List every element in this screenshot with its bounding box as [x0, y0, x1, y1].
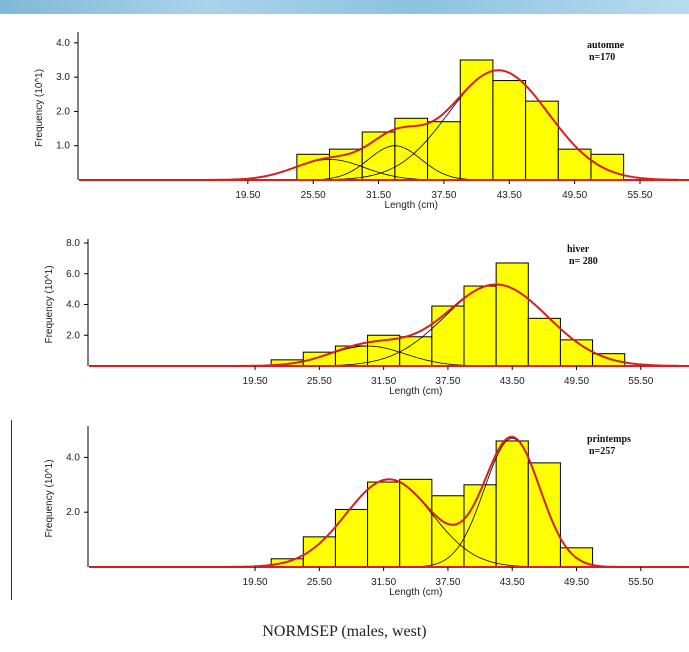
- histogram-bar: [527, 462, 561, 568]
- y-tick-label: 2.0: [66, 330, 80, 341]
- sample-size-label: n=170: [589, 52, 615, 63]
- histogram-bar: [270, 558, 304, 568]
- histogram-bar: [399, 336, 433, 367]
- x-tick-label: 37.50: [431, 190, 456, 201]
- x-tick-label: 49.50: [564, 376, 589, 387]
- x-tick-label: 19.50: [243, 577, 268, 588]
- x-tick-label: 49.50: [564, 577, 589, 588]
- y-tick-label: 8.0: [66, 238, 80, 249]
- x-tick-label: 37.50: [435, 376, 460, 387]
- y-axis-label: Frequency (10^1): [34, 69, 45, 147]
- histogram-bar: [361, 131, 396, 181]
- season-label: printemps: [587, 434, 631, 445]
- x-tick-label: 43.50: [497, 190, 522, 201]
- histogram-bar: [394, 117, 429, 181]
- histogram-bar: [495, 440, 529, 568]
- x-tick-label: 25.50: [301, 190, 326, 201]
- chart-panel-hiver: 2.0 4.0 6.0 8.0 19.50 25.50 31.50 37.50 43.50 49.…: [44, 238, 689, 397]
- histogram-bar: [463, 484, 497, 568]
- histogram-bar: [590, 153, 625, 181]
- side-divider-line: [11, 420, 12, 600]
- x-tick-label: 43.50: [500, 376, 525, 387]
- histogram-bar: [334, 508, 369, 568]
- x-tick-label: 43.50: [500, 577, 525, 588]
- x-tick-label: 25.50: [307, 376, 332, 387]
- x-tick-label: 31.50: [366, 190, 391, 201]
- chart-panel-automne: 1.0 2.0 3.0 4.0 19.50 25.50 31.50 37.50 43.50 49.…: [34, 32, 689, 211]
- x-axis-label: Length (cm): [385, 200, 438, 211]
- x-tick-label: 31.50: [371, 376, 396, 387]
- histogram-bar: [525, 100, 559, 181]
- histogram-bar: [399, 478, 433, 568]
- footer-caption: NORMSEP (males, west): [262, 623, 427, 640]
- histogram-bar: [431, 495, 465, 568]
- x-tick-label: 49.50: [562, 190, 587, 201]
- season-label: automne: [587, 40, 625, 51]
- y-axis-label: Frequency (10^1): [44, 459, 55, 537]
- histogram-bar: [367, 481, 401, 568]
- histogram-bar: [495, 262, 529, 367]
- x-tick-label: 25.50: [307, 577, 332, 588]
- sample-size-label: n=257: [589, 446, 615, 457]
- y-tick-label: 2.0: [56, 106, 70, 117]
- y-tick-label: 6.0: [66, 269, 80, 280]
- y-tick-label: 4.0: [66, 300, 80, 311]
- x-axis-label: Length (cm): [389, 386, 442, 397]
- component-curve: [311, 145, 478, 181]
- x-tick-label: 31.50: [371, 577, 396, 588]
- x-axis-label: Length (cm): [389, 587, 442, 598]
- y-tick-label: 3.0: [56, 72, 70, 83]
- y-tick-label: 4.0: [56, 38, 70, 49]
- histogram-bar: [492, 80, 527, 181]
- histogram-bar: [459, 59, 494, 181]
- histogram-bar: [557, 148, 592, 181]
- sample-size-label: n= 280: [569, 256, 598, 267]
- season-label: hiver: [567, 244, 590, 255]
- x-tick-label: 55.50: [628, 577, 653, 588]
- top-decorative-band: [0, 0, 689, 14]
- x-tick-label: 55.50: [627, 190, 652, 201]
- histogram-bar: [431, 305, 465, 367]
- y-axis-label: Frequency (10^1): [44, 265, 55, 343]
- histogram-bar: [559, 339, 594, 367]
- histogram-bar: [527, 317, 561, 367]
- x-tick-label: 19.50: [235, 190, 260, 201]
- histogram-bar: [592, 353, 626, 367]
- y-tick-label: 2.0: [66, 507, 80, 518]
- histogram-bar: [427, 121, 461, 181]
- y-tick-label: 1.0: [56, 141, 70, 152]
- histogram-bar: [463, 285, 497, 367]
- x-tick-label: 37.50: [435, 577, 460, 588]
- y-tick-label: 4.0: [66, 452, 80, 463]
- chart-panel-printemps: 2.0 4.0 19.50 25.50 31.50 37.50 43.50 49.50 55.5…: [44, 426, 689, 598]
- x-tick-label: 19.50: [243, 376, 268, 387]
- x-tick-label: 55.50: [628, 376, 653, 387]
